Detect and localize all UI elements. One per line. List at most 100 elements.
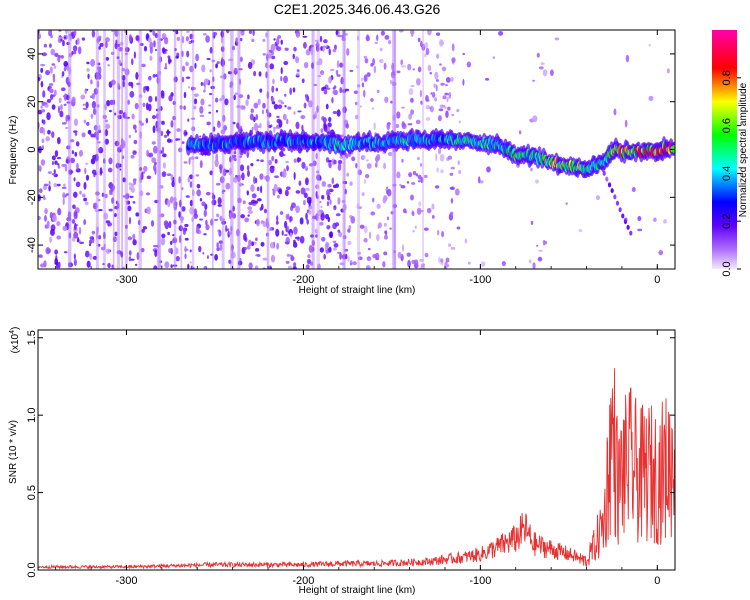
noise-blob: [366, 163, 372, 169]
noise-blob: [152, 74, 156, 78]
noise-blob: [479, 180, 484, 184]
noise-blob: [47, 86, 50, 91]
noise-blob: [290, 255, 295, 262]
noise-blob: [146, 206, 151, 215]
branch-cell: [610, 188, 614, 194]
noise-blob: [51, 63, 56, 66]
noise-blob: [542, 69, 548, 77]
noise-blob: [51, 131, 55, 138]
noise-blob: [450, 246, 456, 250]
noise-blob: [170, 120, 174, 128]
noise-blob: [160, 237, 166, 246]
noise-blob: [290, 202, 296, 209]
noise-blob: [401, 158, 404, 163]
noise-blob: [187, 118, 190, 122]
noise-blob: [289, 232, 293, 238]
y-tick-label: -20: [26, 189, 38, 205]
noise-blob: [434, 71, 439, 80]
noise-blob: [273, 103, 279, 110]
noise-blob: [346, 172, 350, 177]
noise-blob: [448, 243, 452, 247]
noise-blob: [254, 265, 259, 269]
noise-blob: [251, 193, 257, 199]
noise-blob: [183, 91, 187, 99]
noise-blob: [336, 74, 341, 77]
noise-blob: [255, 254, 261, 257]
noise-blob: [439, 63, 442, 66]
snr-scale-close: ): [10, 327, 21, 330]
noise-blob: [383, 251, 388, 256]
noise-blob: [276, 37, 280, 45]
noise-blob: [637, 228, 643, 232]
noise-blob: [414, 225, 417, 229]
noise-blob: [540, 62, 545, 65]
noise-blob: [38, 194, 41, 202]
noise-blob: [260, 241, 265, 247]
noise-blob: [335, 69, 339, 75]
noise-blob: [323, 121, 326, 129]
noise-blob: [445, 110, 449, 118]
noise-blob: [413, 259, 419, 267]
x-tick-label: 0: [654, 274, 660, 286]
noise-blob: [142, 102, 146, 108]
noise-blob: [147, 103, 152, 112]
noise-blob: [386, 216, 390, 221]
noise-blob: [251, 126, 254, 131]
noise-blob: [175, 255, 180, 262]
noise-blob: [440, 258, 444, 263]
noise-blob: [445, 77, 451, 83]
noise-blob: [295, 205, 300, 214]
noise-blob: [40, 105, 43, 109]
noise-blob: [436, 32, 441, 36]
noise-streak: [112, 30, 115, 269]
noise-blob: [451, 57, 456, 63]
noise-blob: [128, 34, 132, 42]
noise-blob: [154, 48, 157, 52]
noise-blob: [327, 160, 333, 163]
noise-blob: [107, 262, 111, 269]
noise-blob: [199, 114, 205, 117]
noise-blob: [51, 161, 55, 166]
noise-blob: [84, 250, 90, 258]
noise-blob: [254, 248, 260, 252]
noise-blob: [43, 127, 46, 136]
noise-blob: [379, 58, 384, 64]
noise-blob: [48, 185, 51, 192]
noise-blob: [258, 71, 262, 77]
noise-blob: [147, 37, 152, 43]
noise-blob: [239, 164, 245, 172]
noise-blob: [135, 35, 140, 42]
noise-blob: [423, 174, 428, 179]
noise-blob: [62, 197, 65, 206]
noise-blob: [337, 159, 343, 165]
noise-blob: [73, 118, 79, 127]
spectrogram-heatmap: [38, 30, 675, 269]
noise-blob: [239, 37, 243, 42]
noise-blob: [425, 47, 430, 56]
noise-blob: [73, 50, 77, 55]
noise-blob: [57, 207, 62, 216]
noise-blob: [326, 201, 330, 207]
noise-blob: [86, 260, 91, 268]
noise-streak: [95, 30, 99, 269]
noise-blob: [349, 262, 353, 266]
noise-blob: [302, 199, 306, 206]
noise-blob: [105, 248, 111, 254]
noise-blob: [383, 234, 388, 240]
noise-blob: [319, 247, 324, 253]
noise-blob: [419, 89, 423, 98]
noise-blob: [417, 37, 421, 43]
noise-blob: [262, 221, 267, 228]
noise-blob: [91, 169, 97, 175]
noise-blob: [411, 182, 416, 185]
noise-blob: [74, 132, 78, 136]
noise-blob: [56, 183, 61, 187]
noise-blob: [58, 97, 62, 104]
noise-blob: [364, 173, 370, 179]
noise-blob: [187, 176, 191, 183]
noise-blob: [536, 244, 539, 247]
noise-blob: [256, 186, 260, 192]
noise-blob: [286, 253, 291, 257]
noise-blob: [412, 68, 416, 71]
